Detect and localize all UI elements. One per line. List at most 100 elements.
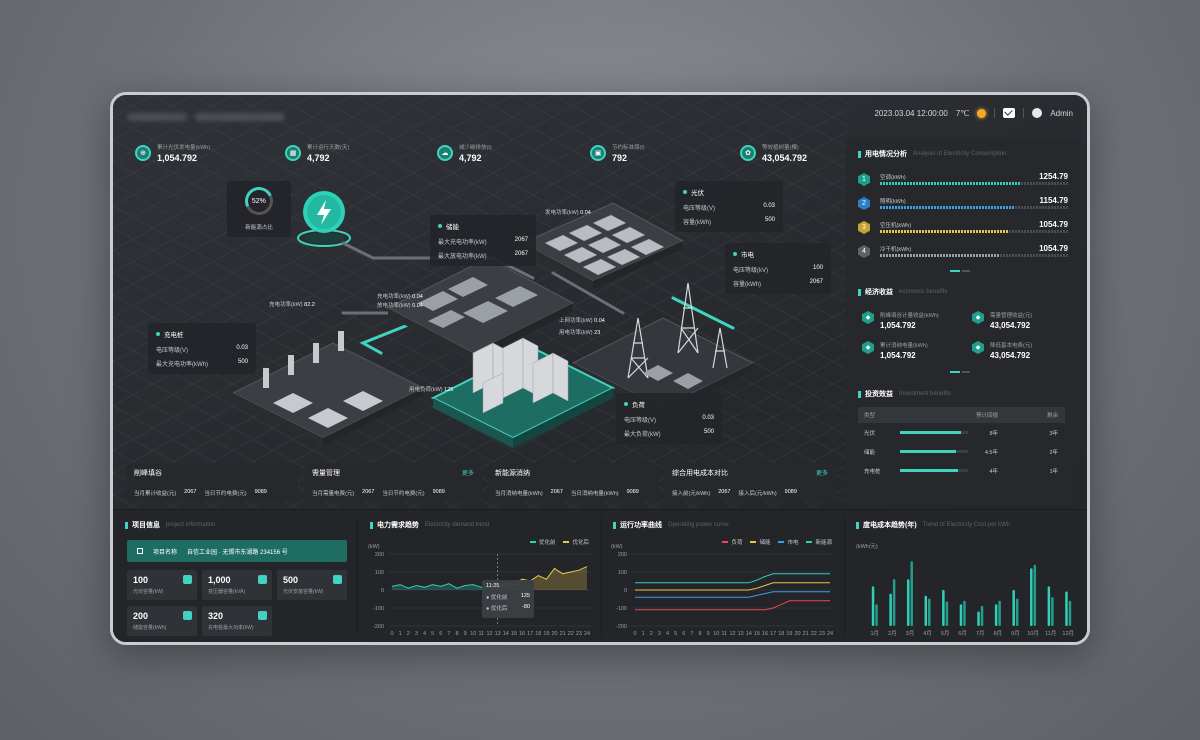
bar[interactable] <box>1051 597 1054 626</box>
bar[interactable] <box>928 598 931 626</box>
legend-item[interactable]: 优化前 <box>529 538 555 546</box>
solar-icon: ⊕ <box>135 145 151 161</box>
card-title: 光伏 <box>691 190 704 197</box>
x-tick-label: 22 <box>811 631 817 637</box>
x-tick-label: 18 <box>535 631 541 637</box>
info-icon <box>183 575 192 584</box>
bar[interactable] <box>1068 600 1072 626</box>
economic-title: 经济收益 economic benefits <box>858 287 947 297</box>
return-bar <box>900 450 968 453</box>
user-icon[interactable] <box>1032 108 1043 118</box>
card-key: 最大放电功率(kW) <box>438 254 487 260</box>
economic-item: ◆ 需量管理收益(元) 43,054.792 <box>972 311 1032 330</box>
bar[interactable] <box>875 604 878 626</box>
cost-compare-card[interactable]: 综合用电成本对比 更多 接入前(元/kWh) 2067 接入后(元/kWh) 9089 <box>665 463 835 501</box>
pager-dot[interactable] <box>962 371 970 373</box>
bar[interactable] <box>977 611 980 626</box>
stat-label: 累计运行天数(天) <box>307 145 350 151</box>
x-tick-label: 5 <box>674 631 677 637</box>
consumption-bar-fill <box>880 254 1001 257</box>
section-title: 电力需求趋势 <box>377 522 419 529</box>
return-bar-fill <box>900 450 956 453</box>
bar[interactable] <box>910 561 913 626</box>
divider <box>994 108 996 118</box>
legend-item[interactable]: 负荷 <box>722 538 742 546</box>
divider <box>1023 108 1025 118</box>
dashboard-frame: 2023.03.04 12:00:00 7℃ Admin ⊕ 累计光伏发电量(k… <box>110 92 1090 645</box>
demand-tooltip: 11:25 ● 优化前 125 ● 优化后 -80 <box>482 580 534 618</box>
eco-value: 1,054.792 <box>880 321 916 330</box>
bar[interactable] <box>924 595 928 626</box>
x-tick-label: 20 <box>794 631 800 637</box>
bar[interactable] <box>963 600 966 626</box>
peak-shaving-card[interactable]: 削峰填谷 当月累计收益(元) 2067 当日节约电费(元) 9089 <box>127 463 297 501</box>
x-tick-label: 19 <box>543 631 549 637</box>
new-energy-card[interactable]: 新能源消纳 当月消纳电量(kWh) 2067 当日消纳电量(kWh) 9089 <box>488 463 658 501</box>
bar[interactable] <box>871 586 875 626</box>
x-tick-label: 6 <box>439 631 442 637</box>
demand-management-card[interactable]: 需量管理 更多 当月需量电费(元) 2067 当日节约电费(元) 9089 <box>305 463 481 501</box>
pv-card[interactable]: 光伏 电压等级(V) 0.03 容量(kWh) 500 <box>675 181 783 232</box>
bar[interactable] <box>889 593 892 626</box>
info-icon <box>258 611 267 620</box>
bar[interactable] <box>998 600 1001 626</box>
bar[interactable] <box>1065 591 1068 626</box>
bar[interactable] <box>942 590 945 626</box>
storage-card[interactable]: 储能 最大充电功率(kW) 2067 最大放电功率(kW) 2067 <box>430 215 536 266</box>
project-cell: 500 光伏安装容量(kW) <box>277 570 347 600</box>
legend-item[interactable]: 优化后 <box>563 538 589 546</box>
cell-value: 320 <box>208 611 224 621</box>
eco-value: 1,054.792 <box>880 351 916 360</box>
bar[interactable] <box>994 604 998 626</box>
more-link[interactable]: 更多 <box>815 471 828 477</box>
bar[interactable] <box>1030 568 1033 626</box>
x-tick-label: 23 <box>576 631 582 637</box>
consumption-item[interactable]: 1 空调(kWh) 1254.79 <box>858 172 1068 187</box>
axis-unit: (kW) <box>368 544 380 550</box>
consumption-item[interactable]: 2 照明(kWh) 1154.79 <box>858 196 1068 211</box>
bar[interactable] <box>892 579 896 626</box>
pager-dot-active[interactable] <box>950 371 960 373</box>
pager-dot[interactable] <box>962 270 970 272</box>
username[interactable]: Admin <box>1050 108 1073 118</box>
more-link[interactable]: 更多 <box>461 471 474 477</box>
bar[interactable] <box>945 601 949 626</box>
legend-item[interactable]: 新能源 <box>806 538 832 546</box>
box-icon: ▣ <box>590 145 606 161</box>
bar[interactable] <box>906 579 910 626</box>
return-bar-fill <box>900 431 962 434</box>
x-tick-label: 16 <box>519 631 525 637</box>
bar[interactable] <box>959 604 963 626</box>
x-tick-label: 24 <box>827 631 833 637</box>
charger-card[interactable]: 充电桩 电压等级(V) 0.03 最大充电功率(kWh) 500 <box>148 323 256 374</box>
card-value: 2067 <box>809 279 823 285</box>
x-tick-label: 1 <box>642 631 645 637</box>
legend-item[interactable]: 市电 <box>778 538 798 546</box>
hexagon-icon: ◆ <box>862 311 874 324</box>
card-value: 0.03 <box>236 345 248 351</box>
card-key: 当日节约电费(元) <box>204 491 247 497</box>
mail-icon[interactable] <box>1003 108 1016 118</box>
consumption-item[interactable]: 3 空压机(kWh) 1054.79 <box>858 220 1068 235</box>
card-key: 当月消纳电量(kWh) <box>495 491 543 497</box>
flow-label: 发电功率(kW) 0.04 <box>545 208 591 216</box>
bar[interactable] <box>1047 586 1051 626</box>
cost-panel: 度电成本趋势(年) Trend of Electricity Cost per … <box>844 510 1087 642</box>
row-remaining: 1年 <box>1049 468 1058 475</box>
bar[interactable] <box>980 605 984 626</box>
consumption-item[interactable]: 4 冷干机(kWh) 1054.79 <box>858 244 1068 259</box>
x-tick-label: 19 <box>786 631 792 637</box>
flow-key: 充电功率(kW) <box>377 294 411 300</box>
load-card[interactable]: 负荷 电压等级(V) 0.03 最大负荷(kW) 500 <box>616 393 722 444</box>
grid-card[interactable]: 市电 电压等级(kV) 100 容量(kWh) 2067 <box>725 243 831 294</box>
tree-icon: ✿ <box>740 145 756 161</box>
bar[interactable] <box>1015 598 1019 626</box>
bar[interactable] <box>1033 564 1037 626</box>
hexagon-icon: ◆ <box>862 341 874 354</box>
legend-swatch <box>563 541 570 543</box>
bar[interactable] <box>1012 590 1015 626</box>
flow-key: 用电负荷(kW) <box>409 387 443 393</box>
pager-dot-active[interactable] <box>950 270 960 272</box>
card-value: 2067 <box>514 251 528 257</box>
legend-item[interactable]: 储能 <box>750 538 770 546</box>
